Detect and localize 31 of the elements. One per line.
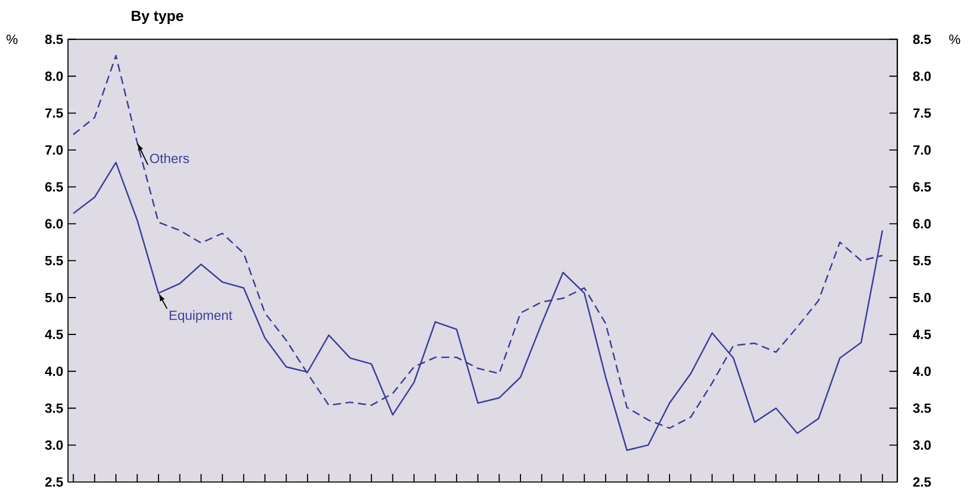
chart-title: By type (132, 10, 184, 24)
y-tick-label: 6.0 (45, 219, 63, 228)
y2-tick-label: 8.5 (913, 34, 931, 44)
y2-axis-title: % (949, 34, 960, 44)
y-tick-label: 8.0 (45, 72, 63, 81)
y2-tick-label: 8.0 (913, 72, 931, 81)
y2-tick-label: 3.0 (913, 440, 931, 450)
y2-tick-label: 4.0 (912, 366, 931, 376)
y-tick-label: 8.5 (45, 34, 63, 44)
y-tick-label: 6.5 (45, 182, 63, 192)
series-label: Others (150, 153, 189, 164)
y-tick-label: 3.5 (45, 403, 63, 413)
y2-tick-label: 3.5 (913, 403, 931, 413)
y-tick-label: 7.5 (45, 108, 63, 118)
y-tick-label: 4.5 (44, 330, 63, 340)
y2-tick-label: 4.5 (912, 330, 931, 340)
series-label: Equipment (170, 310, 232, 323)
y2-tick-label: 6.0 (913, 219, 931, 228)
y2-tick-label: 7.5 (913, 108, 931, 118)
y-tick-label: 5.0 (45, 292, 63, 302)
y-axis-title: % (6, 34, 18, 44)
y2-tick-label: 7.0 (913, 145, 931, 155)
y2-tick-label: 5.0 (913, 292, 931, 302)
y2-tick-label: 6.5 (913, 182, 931, 192)
y-tick-label: 7.0 (45, 145, 63, 155)
y-tick-label: 4.0 (44, 366, 63, 376)
y-tick-label: 5.5 (45, 256, 63, 266)
y-tick-label: 2.5 (45, 477, 63, 487)
y-tick-label: 3.0 (45, 440, 63, 450)
y2-tick-label: 5.5 (913, 256, 931, 266)
y2-tick-label: 2.5 (913, 477, 931, 487)
